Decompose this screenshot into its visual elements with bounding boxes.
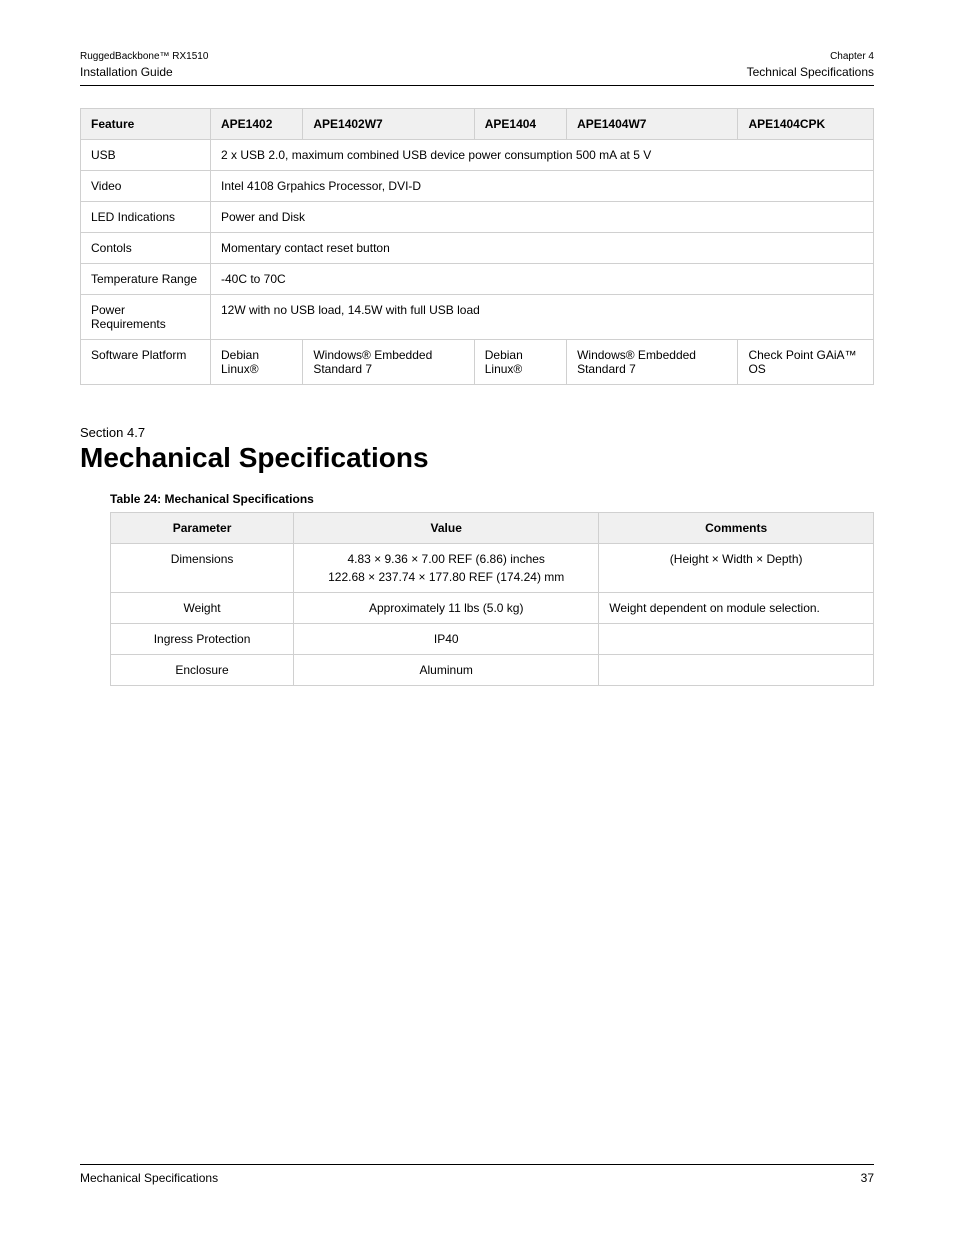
- table-header-row: Feature APE1402 APE1402W7 APE1404 APE140…: [81, 108, 874, 139]
- value-cell: Debian Linux®: [211, 339, 303, 384]
- feature-cell: Temperature Range: [81, 263, 211, 294]
- feature-cell: LED Indications: [81, 201, 211, 232]
- table-row: Enclosure Aluminum: [111, 654, 874, 685]
- footer-section: Mechanical Specifications: [80, 1171, 218, 1185]
- col-comments: Comments: [599, 512, 874, 543]
- value-cell: 2 x USB 2.0, maximum combined USB device…: [211, 139, 874, 170]
- comments-cell: [599, 623, 874, 654]
- value-cell: 12W with no USB load, 14.5W with full US…: [211, 294, 874, 339]
- comments-cell: (Height × Width × Depth): [599, 543, 874, 592]
- feature-cell: Software Platform: [81, 339, 211, 384]
- table-row: Temperature Range -40C to 70C: [81, 263, 874, 294]
- col-ape1402w7: APE1402W7: [303, 108, 474, 139]
- value-line: 4.83 × 9.36 × 7.00 REF (6.86) inches: [347, 552, 544, 566]
- table-caption: Table 24: Mechanical Specifications: [110, 492, 874, 506]
- table-row: Weight Approximately 11 lbs (5.0 kg) Wei…: [111, 592, 874, 623]
- value-cell: Windows® Embedded Standard 7: [567, 339, 738, 384]
- header-right: Chapter 4 Technical Specifications: [747, 50, 874, 81]
- table-row: Video Intel 4108 Grpahics Processor, DVI…: [81, 170, 874, 201]
- feature-cell: Video: [81, 170, 211, 201]
- col-ape1402: APE1402: [211, 108, 303, 139]
- value-cell: Debian Linux®: [474, 339, 566, 384]
- value-cell: Aluminum: [294, 654, 599, 685]
- col-feature: Feature: [81, 108, 211, 139]
- header-product: RuggedBackbone™ RX1510: [80, 50, 208, 64]
- col-ape1404w7: APE1404W7: [567, 108, 738, 139]
- feature-table: Feature APE1402 APE1402W7 APE1404 APE140…: [80, 108, 874, 385]
- header-left: RuggedBackbone™ RX1510 Installation Guid…: [80, 50, 208, 81]
- value-cell: Windows® Embedded Standard 7: [303, 339, 474, 384]
- value-cell: Intel 4108 Grpahics Processor, DVI-D: [211, 170, 874, 201]
- table-row: USB 2 x USB 2.0, maximum combined USB de…: [81, 139, 874, 170]
- footer-page-number: 37: [861, 1171, 874, 1185]
- value-cell: -40C to 70C: [211, 263, 874, 294]
- table-row: Ingress Protection IP40: [111, 623, 874, 654]
- param-cell: Weight: [111, 592, 294, 623]
- page-header: RuggedBackbone™ RX1510 Installation Guid…: [80, 50, 874, 86]
- value-cell: 4.83 × 9.36 × 7.00 REF (6.86) inches 122…: [294, 543, 599, 592]
- col-value: Value: [294, 512, 599, 543]
- value-line: 122.68 × 237.74 × 177.80 REF (174.24) mm: [304, 570, 588, 584]
- param-cell: Ingress Protection: [111, 623, 294, 654]
- value-cell: Power and Disk: [211, 201, 874, 232]
- table-row: Software Platform Debian Linux® Windows®…: [81, 339, 874, 384]
- feature-cell: Contols: [81, 232, 211, 263]
- table-row: LED Indications Power and Disk: [81, 201, 874, 232]
- table-header-row: Parameter Value Comments: [111, 512, 874, 543]
- value-cell: Check Point GAiA™ OS: [738, 339, 874, 384]
- header-chapter-title: Technical Specifications: [747, 64, 874, 81]
- feature-cell: Power Requirements: [81, 294, 211, 339]
- value-cell: Momentary contact reset button: [211, 232, 874, 263]
- section-label: Section 4.7: [80, 425, 874, 440]
- comments-cell: [599, 654, 874, 685]
- header-chapter: Chapter 4: [747, 50, 874, 64]
- comments-cell: Weight dependent on module selection.: [599, 592, 874, 623]
- section-title: Mechanical Specifications: [80, 442, 874, 474]
- value-cell: IP40: [294, 623, 599, 654]
- param-cell: Dimensions: [111, 543, 294, 592]
- param-cell: Enclosure: [111, 654, 294, 685]
- mechanical-table: Parameter Value Comments Dimensions 4.83…: [110, 512, 874, 686]
- header-doc-title: Installation Guide: [80, 64, 208, 81]
- col-parameter: Parameter: [111, 512, 294, 543]
- col-ape1404: APE1404: [474, 108, 566, 139]
- table-row: Power Requirements 12W with no USB load,…: [81, 294, 874, 339]
- table-row: Dimensions 4.83 × 9.36 × 7.00 REF (6.86)…: [111, 543, 874, 592]
- page-footer: Mechanical Specifications 37: [80, 1164, 874, 1185]
- value-cell: Approximately 11 lbs (5.0 kg): [294, 592, 599, 623]
- col-ape1404cpk: APE1404CPK: [738, 108, 874, 139]
- feature-cell: USB: [81, 139, 211, 170]
- table-row: Contols Momentary contact reset button: [81, 232, 874, 263]
